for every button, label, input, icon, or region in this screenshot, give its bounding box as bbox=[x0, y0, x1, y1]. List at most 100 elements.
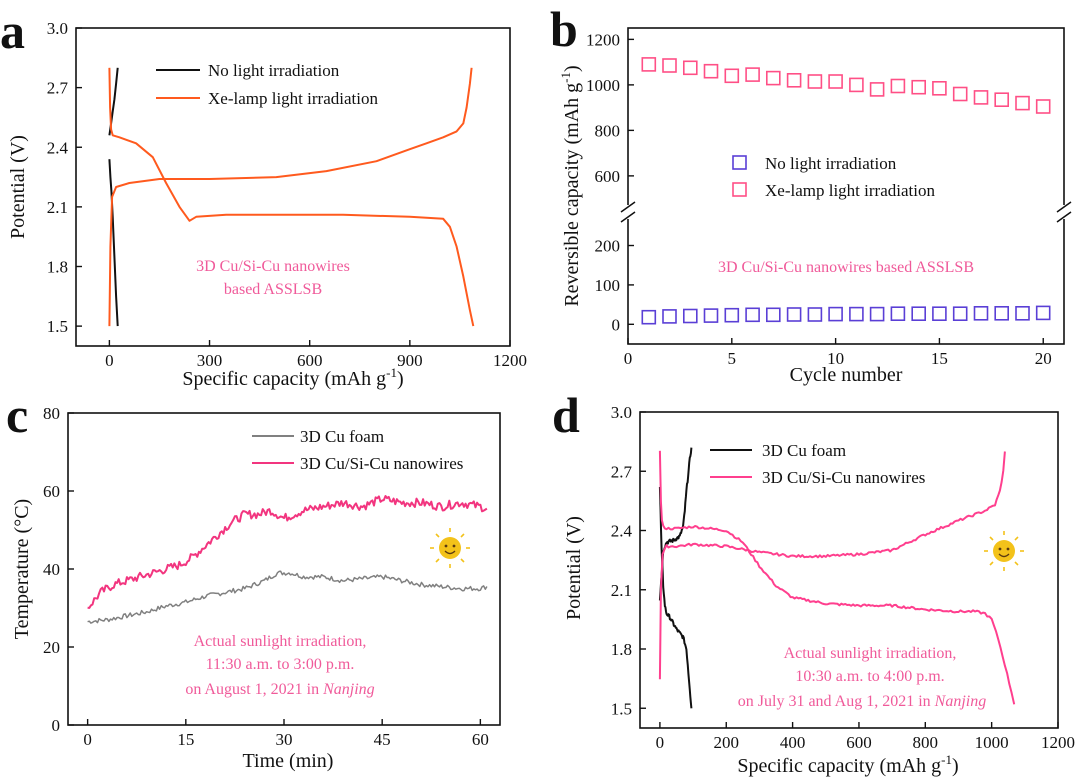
panel-c-label: c bbox=[6, 387, 28, 443]
x-tick-label: 15 bbox=[177, 730, 194, 749]
y-tick-label: 20 bbox=[43, 638, 60, 657]
panel-b-xe-lamp-point bbox=[890, 78, 906, 94]
panel-a-series-xe-lamp-line bbox=[108, 67, 475, 327]
panel-d-nanowires-line bbox=[658, 450, 1016, 705]
y-tick-label: 2.1 bbox=[47, 198, 68, 217]
panel-b-break-right-gap bbox=[1056, 205, 1072, 219]
legend-d-nanowires: 3D Cu/Si-Cu nanowires bbox=[762, 468, 925, 487]
panel-b-no-light-point bbox=[849, 306, 864, 322]
legend-d-cu-foam: 3D Cu foam bbox=[762, 441, 846, 460]
panel-d-annotation-line2: 10:30 a.m. to 4:00 p.m. bbox=[795, 668, 944, 685]
x-tick-label: 0 bbox=[656, 733, 665, 752]
panel-b-label: b bbox=[550, 1, 578, 57]
panel-a-series-xe-lamp-line bbox=[108, 67, 473, 327]
panel-a-label: a bbox=[0, 3, 25, 59]
x-tick-label: 5 bbox=[728, 349, 737, 368]
panel-c-annotation-line2: 11:30 a.m. to 3:00 p.m. bbox=[206, 656, 355, 673]
panel-b-xe-lamp-point bbox=[765, 70, 781, 86]
y-tick-label: 80 bbox=[43, 404, 60, 423]
panel-b-xe-lamp-point bbox=[994, 92, 1010, 107]
legend-b-xe-lamp: Xe-lamp light irradiation bbox=[765, 181, 935, 200]
y-tick-label: 60 bbox=[43, 482, 60, 501]
x-tick-label: 30 bbox=[276, 730, 293, 749]
x-tick-label: 1000 bbox=[975, 733, 1009, 752]
x-tick-label: 1200 bbox=[1041, 733, 1075, 752]
y-tick-label: 800 bbox=[595, 121, 621, 140]
panel-d-cu-foam-line bbox=[658, 486, 693, 709]
x-tick-label: 10 bbox=[827, 349, 844, 368]
panel-b-no-light-point bbox=[807, 307, 823, 322]
y-tick-label: 2.4 bbox=[611, 522, 633, 541]
panel-a-ylabel: Potential (V) bbox=[7, 135, 29, 239]
x-tick-label: 20 bbox=[1035, 349, 1052, 368]
panel-b-no-light-point bbox=[724, 307, 740, 323]
y-tick-label: 2.7 bbox=[47, 79, 69, 98]
panel-b-xe-lamp-point bbox=[849, 77, 864, 93]
x-tick-label: 600 bbox=[297, 351, 323, 370]
x-tick-label: 400 bbox=[780, 733, 806, 752]
panel-b-xlabel: Cycle number bbox=[790, 364, 903, 386]
y-tick-label: 1.5 bbox=[611, 699, 632, 718]
panel-d-ylabel: Potential (V) bbox=[563, 516, 585, 620]
panel-b-xe-lamp-point bbox=[828, 74, 843, 89]
y-tick-label: 0 bbox=[612, 315, 621, 334]
panel-b-break-mark bbox=[1056, 211, 1072, 223]
panel-c: c 0 15 30 45 60 0 20 40 60 80 Time (min) Tempera… bbox=[6, 387, 501, 772]
panel-b-break-left-gap bbox=[620, 205, 636, 219]
legend-b-blue-square bbox=[732, 155, 747, 170]
x-tick-label: 600 bbox=[846, 733, 872, 752]
panel-b-no-light-point bbox=[703, 308, 719, 323]
y-tick-label: 1.8 bbox=[47, 258, 68, 277]
y-tick-label: 600 bbox=[595, 167, 621, 186]
panel-b-xe-lamp-point bbox=[1035, 99, 1051, 114]
panel-b-no-light-point bbox=[1015, 305, 1030, 321]
panel-b-no-light-point bbox=[911, 306, 927, 322]
panel-b-no-light-point bbox=[994, 305, 1010, 321]
x-tick-label: 60 bbox=[472, 730, 489, 749]
x-tick-label: 200 bbox=[714, 733, 740, 752]
sun-icon bbox=[984, 531, 1024, 571]
y-tick-label: 1200 bbox=[586, 30, 620, 49]
legend-b-pink-square bbox=[732, 182, 747, 197]
panel-b-xe-lamp-point bbox=[973, 90, 989, 105]
panel-c-nanowires-line bbox=[87, 495, 488, 609]
x-tick-label: 300 bbox=[197, 351, 223, 370]
panel-d-annotation-line3: on July 31 and Aug 1, 2021 in Nanjing bbox=[738, 693, 986, 710]
panel-b-no-light-point bbox=[932, 306, 947, 322]
panel-c-annotation-line1: Actual sunlight irradiation, bbox=[194, 633, 367, 650]
panel-b-xe-lamp-point bbox=[911, 79, 927, 95]
panel-b-xe-lamp-point bbox=[745, 67, 760, 82]
panel-a-annotation-line2: based ASSLSB bbox=[224, 281, 322, 298]
panel-b-xe-lamp-point bbox=[952, 86, 968, 102]
y-tick-label: 2.1 bbox=[611, 581, 632, 600]
panel-d-frame bbox=[639, 411, 1059, 729]
y-tick-label: 40 bbox=[43, 560, 60, 579]
y-tick-label: 2.7 bbox=[611, 462, 633, 481]
x-tick-label: 45 bbox=[374, 730, 391, 749]
x-tick-label: 15 bbox=[931, 349, 948, 368]
panel-d-label: d bbox=[552, 387, 580, 443]
panel-d: d 0 200 400 600 800 1000 1200 1.5 1.8 2.1 2.4 2.7 3… bbox=[552, 387, 1075, 777]
legend-a-xe-lamp: Xe-lamp light irradiation bbox=[208, 89, 378, 108]
x-tick-label: 1200 bbox=[493, 351, 527, 370]
x-tick-label: 0 bbox=[624, 349, 633, 368]
panel-c-cu-foam-line bbox=[87, 570, 488, 624]
panel-b-no-light-point bbox=[952, 306, 968, 322]
y-tick-label: 200 bbox=[595, 237, 621, 256]
panel-b-frame bbox=[627, 27, 1065, 345]
panel-b-xe-lamp-point bbox=[724, 68, 740, 84]
panel-b-xe-lamp-point bbox=[682, 60, 698, 76]
panel-b-ylabel: Reversible capacity (mAh g-1) bbox=[558, 65, 583, 306]
panel-c-xlabel: Time (min) bbox=[243, 750, 334, 772]
y-tick-label: 100 bbox=[595, 276, 621, 295]
panel-a-series-no-light-line bbox=[108, 159, 119, 327]
legend-c-cu-foam: 3D Cu foam bbox=[300, 427, 384, 446]
legend-a-no-light: No light irradiation bbox=[208, 61, 340, 80]
panel-d-nanowires-line bbox=[658, 451, 1006, 680]
panel-b-break-mark bbox=[620, 201, 636, 213]
panel-c-ylabel: Temperature (°C) bbox=[11, 499, 33, 639]
panel-b-break-mark bbox=[1056, 201, 1072, 213]
panel-d-annotation-line1: Actual sunlight irradiation, bbox=[784, 645, 957, 662]
panel-b-annotation: 3D Cu/Si-Cu nanowires based ASSLSB bbox=[718, 259, 974, 276]
